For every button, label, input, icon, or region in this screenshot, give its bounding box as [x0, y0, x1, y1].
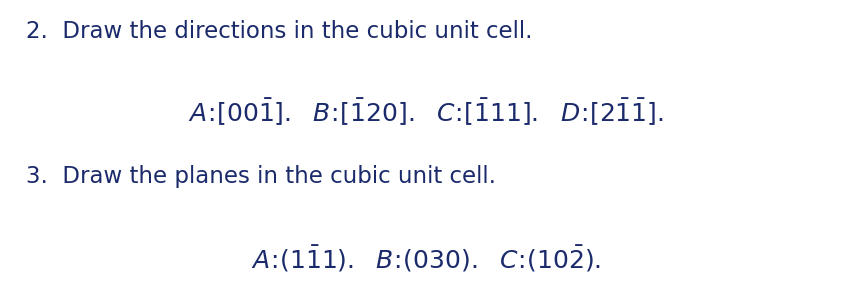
Text: $\mathit{A}\!:\![00\bar{1}].\ \ \mathit{B}\!:\![\bar{1}20].\ \ \mathit{C}\!:\![\: $\mathit{A}\!:\![00\bar{1}].\ \ \mathit{… [188, 97, 664, 128]
Text: 3.  Draw the planes in the cubic unit cell.: 3. Draw the planes in the cubic unit cel… [26, 165, 496, 188]
Text: $\mathit{A}\!:\!(1\bar{1}1).\ \ \mathit{B}\!:\!(030).\ \ \mathit{C}\!:\!(10\bar{: $\mathit{A}\!:\!(1\bar{1}1).\ \ \mathit{… [250, 244, 602, 274]
Text: 2.  Draw the directions in the cubic unit cell.: 2. Draw the directions in the cubic unit… [26, 20, 532, 43]
